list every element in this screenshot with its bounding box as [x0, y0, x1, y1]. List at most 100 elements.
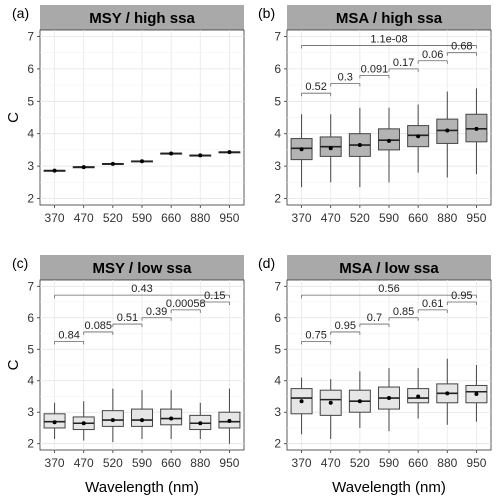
mean-point	[110, 161, 115, 166]
mean-point	[110, 418, 115, 423]
comparison-bracket: 0.091	[359, 63, 390, 79]
mean-point	[416, 394, 421, 399]
x-tick-label: 370	[45, 456, 65, 470]
x-tick-label: 950	[219, 211, 239, 225]
comparison-bracket: 0.68	[446, 41, 477, 56]
p-value-label: 0.61	[422, 298, 443, 310]
panel-title: MSA / high ssa	[336, 10, 443, 27]
box-470	[72, 165, 95, 170]
comparison-bracket: 0.85	[388, 306, 419, 321]
comparison-bracket: 0.3	[330, 71, 361, 87]
y-tick-label: 3	[274, 405, 281, 419]
y-tick-label: 5	[274, 94, 281, 108]
y-tick-label: 6	[274, 62, 281, 76]
mean-point	[198, 421, 203, 426]
comparison-bracket: 0.61	[417, 298, 448, 313]
y-tick-label: 5	[27, 342, 34, 356]
mean-point	[81, 421, 86, 426]
x-tick-label: 880	[190, 456, 210, 470]
p-value-label: 0.85	[393, 306, 414, 318]
x-axis-title: Wavelength (nm)	[85, 479, 199, 496]
panel-label: (a)	[12, 5, 29, 21]
box-880	[189, 153, 212, 158]
box-520	[101, 388, 124, 443]
y-tick-label: 3	[274, 159, 281, 173]
y-tick-label: 3	[27, 159, 34, 173]
y-axis-title: C	[5, 112, 22, 123]
x-tick-label: 470	[321, 456, 341, 470]
mean-point	[387, 396, 391, 401]
p-value-label: 0.43	[131, 283, 152, 295]
box-950	[218, 388, 241, 444]
x-tick-label: 520	[350, 456, 370, 470]
box-iqr	[131, 408, 153, 427]
x-tick-label: 470	[74, 456, 94, 470]
comparison-bracket: 0.84	[54, 329, 85, 345]
x-tick-label: 880	[190, 211, 210, 225]
y-tick-label: 2	[27, 437, 34, 451]
x-tick-label: 590	[379, 456, 399, 470]
p-value-label: 0.95	[451, 290, 472, 302]
panel-c: (c) MSY / low ssa 2 3 4 5 6 7 370 470 520 590 660 880…	[5, 255, 245, 496]
comparison-bracket: 0.085	[83, 320, 114, 335]
x-tick-label: 590	[132, 211, 152, 225]
x-tick-label: 370	[45, 211, 65, 225]
mean-point	[227, 150, 232, 155]
x-tick-label: 470	[321, 211, 341, 225]
panel-b: (b) MSA / high ssa 2 3 4 5 6 7 370 470 520 590 660 88…	[258, 5, 492, 225]
box-370	[290, 114, 313, 188]
mean-point	[299, 399, 304, 404]
comparison-bracket: 0.06	[417, 49, 448, 64]
comparison-bracket: 0.17	[388, 57, 419, 72]
mean-point	[227, 419, 232, 424]
box-880	[436, 358, 459, 425]
mean-point	[198, 153, 203, 158]
mean-point	[328, 400, 333, 405]
panel-title: MSA / low ssa	[339, 260, 439, 277]
p-value-label: 0.75	[305, 329, 326, 341]
p-value-label: 0.39	[146, 306, 167, 318]
panel-strip	[40, 255, 244, 280]
box-520	[101, 161, 124, 166]
x-tick-label: 520	[350, 211, 370, 225]
mean-point	[81, 165, 86, 170]
box-590	[131, 390, 153, 439]
y-tick-label: 6	[27, 62, 34, 76]
y-tick-label: 4	[27, 374, 34, 388]
mean-point	[387, 138, 391, 143]
comparison-bracket: 0.75	[301, 329, 332, 345]
comparison-bracket: 0.43	[54, 283, 230, 299]
y-tick-label: 3	[27, 405, 34, 419]
comparison-bracket: 0.00058	[166, 298, 206, 313]
box-660	[407, 104, 430, 173]
panel-title: MSY / low ssa	[93, 260, 193, 277]
x-tick-label: 660	[161, 211, 181, 225]
x-tick-label: 590	[379, 211, 399, 225]
mean-point	[474, 126, 479, 131]
mean-point	[445, 128, 450, 133]
box-520	[348, 371, 371, 428]
comparison-bracket: 0.15	[199, 290, 230, 306]
y-tick-label: 4	[27, 127, 34, 141]
x-tick-label: 660	[408, 456, 428, 470]
box-370	[43, 168, 66, 173]
mean-point	[445, 391, 450, 396]
y-tick-label: 7	[274, 29, 281, 43]
comparison-bracket: 0.95	[330, 320, 361, 335]
panel-strip	[40, 5, 244, 30]
box-470	[319, 379, 342, 439]
mean-point	[52, 168, 57, 173]
x-tick-label: 880	[437, 211, 457, 225]
mean-point	[52, 420, 57, 425]
panel-label: (b)	[258, 5, 275, 21]
comparison-bracket: 0.51	[112, 312, 143, 328]
x-tick-label: 520	[103, 456, 123, 470]
p-value-label: 0.3	[338, 71, 353, 83]
mean-point	[169, 151, 174, 156]
box-880	[436, 91, 459, 178]
mean-point	[140, 159, 144, 164]
panel-label: (c)	[12, 255, 28, 271]
box-660	[407, 368, 430, 419]
x-tick-label: 590	[132, 456, 152, 470]
